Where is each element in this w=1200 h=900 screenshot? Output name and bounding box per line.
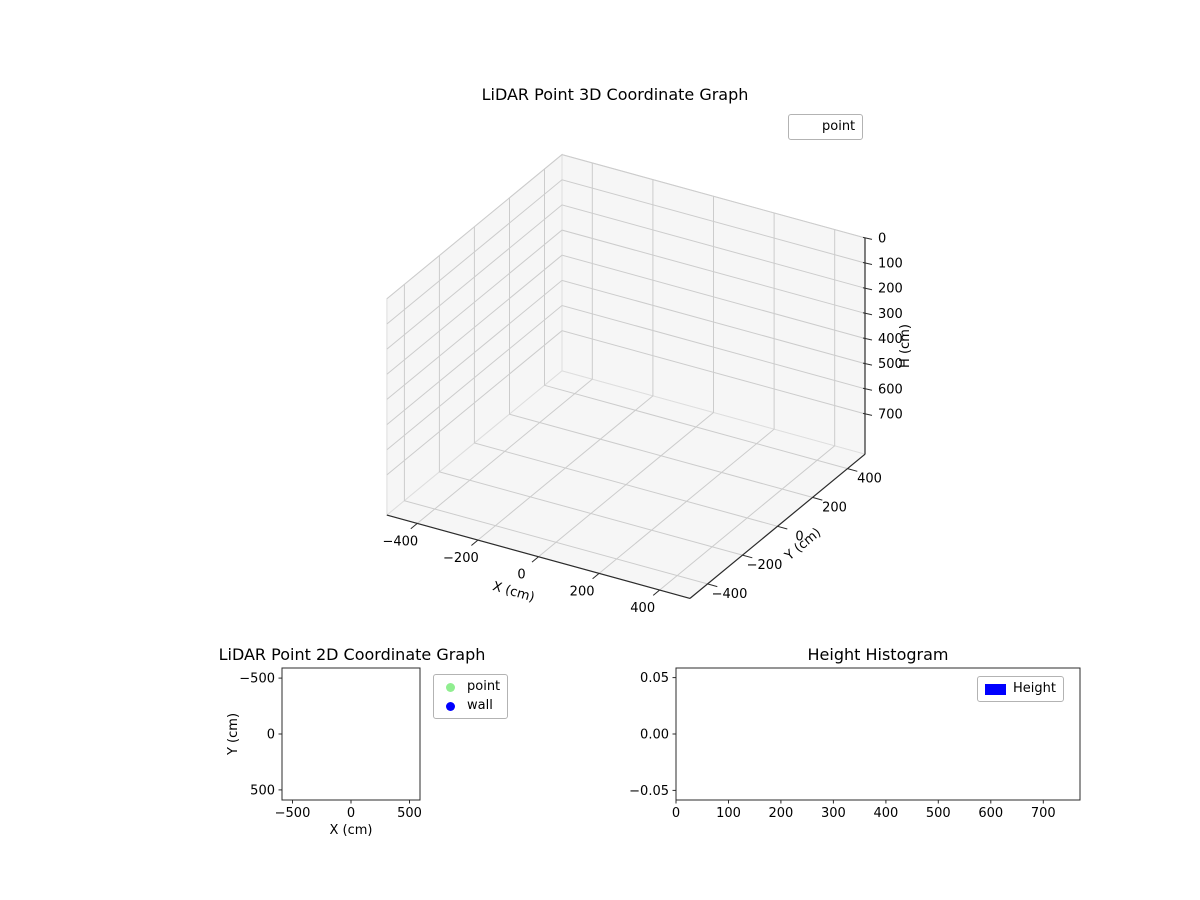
wall-marker-icon [446, 701, 455, 711]
svg-text:200: 200 [768, 806, 793, 821]
svg-text:−200: −200 [443, 551, 479, 566]
legend-2d: point wall [433, 674, 509, 719]
legend-entry-point-3d: point [796, 119, 855, 135]
svg-text:X (cm): X (cm) [491, 579, 536, 605]
svg-text:600: 600 [878, 382, 903, 397]
svg-text:400: 400 [857, 472, 882, 487]
svg-text:−400: −400 [712, 587, 748, 602]
svg-text:300: 300 [821, 806, 846, 821]
svg-text:500: 500 [397, 806, 422, 821]
svg-text:0: 0 [267, 728, 275, 743]
point-marker-icon [446, 682, 455, 692]
chart-2d-title: LiDAR Point 2D Coordinate Graph [218, 645, 486, 664]
svg-text:500: 500 [878, 357, 903, 372]
svg-text:600: 600 [978, 806, 1003, 821]
svg-text:0: 0 [672, 806, 680, 821]
svg-text:−400: −400 [382, 534, 418, 549]
legend-hist: Height [977, 676, 1064, 702]
legend-3d: point [788, 114, 864, 140]
svg-text:300: 300 [878, 307, 903, 322]
legend-label: point [467, 679, 501, 694]
pane-backgrounds [385, 153, 867, 599]
svg-text:0: 0 [517, 568, 525, 583]
svg-text:200: 200 [878, 282, 903, 297]
chart-3d-title: LiDAR Point 3D Coordinate Graph [481, 85, 749, 104]
svg-text:100: 100 [878, 257, 903, 272]
hist-title: Height Histogram [807, 645, 949, 664]
svg-text:0.05: 0.05 [640, 671, 669, 686]
empty-marker-icon [796, 122, 815, 133]
svg-text:200: 200 [822, 500, 847, 515]
svg-text:500: 500 [926, 806, 951, 821]
chart-3d-axes: −400 −200 0 200 400 −400 −200 0 200 400 0 100 200 300… [382, 153, 913, 616]
svg-text:−0.05: −0.05 [629, 784, 669, 799]
svg-text:0: 0 [347, 806, 355, 821]
svg-text:100: 100 [716, 806, 741, 821]
svg-text:−500: −500 [275, 806, 311, 821]
svg-text:−500: −500 [239, 672, 275, 687]
height-bar-icon [985, 683, 1006, 695]
svg-text:0.00: 0.00 [640, 728, 669, 743]
legend-entry-height: Height [985, 681, 1056, 697]
legend-label: wall [467, 698, 493, 713]
svg-text:400: 400 [878, 332, 903, 347]
svg-text:0: 0 [878, 231, 886, 246]
svg-text:500: 500 [250, 783, 275, 798]
svg-text:H (cm): H (cm) [898, 324, 913, 368]
svg-text:700: 700 [878, 407, 903, 422]
svg-text:X (cm): X (cm) [330, 823, 373, 838]
svg-text:200: 200 [570, 584, 595, 599]
svg-text:700: 700 [1031, 806, 1056, 821]
legend-label: Height [1013, 681, 1056, 696]
svg-text:Y (cm): Y (cm) [226, 713, 241, 756]
hist-axes: 0 100 200 300 400 500 600 700 0.05 0.00 −0.05 [629, 667, 1081, 821]
legend-entry-wall-2d: wall [441, 698, 493, 714]
svg-text:400: 400 [873, 806, 898, 821]
legend-entry-point-2d: point [441, 679, 500, 695]
svg-text:400: 400 [630, 601, 655, 616]
grid-lines [386, 154, 866, 591]
chart-2d-axes: −500 0 500 500 0 −500 X (cm) Y (cm) [226, 667, 422, 838]
svg-text:−200: −200 [747, 558, 783, 573]
legend-label: point [822, 119, 856, 134]
svg-text:0: 0 [795, 529, 803, 544]
tick-labels-3d: −400 −200 0 200 400 −400 −200 0 200 400 0 100 200 300… [382, 231, 902, 616]
